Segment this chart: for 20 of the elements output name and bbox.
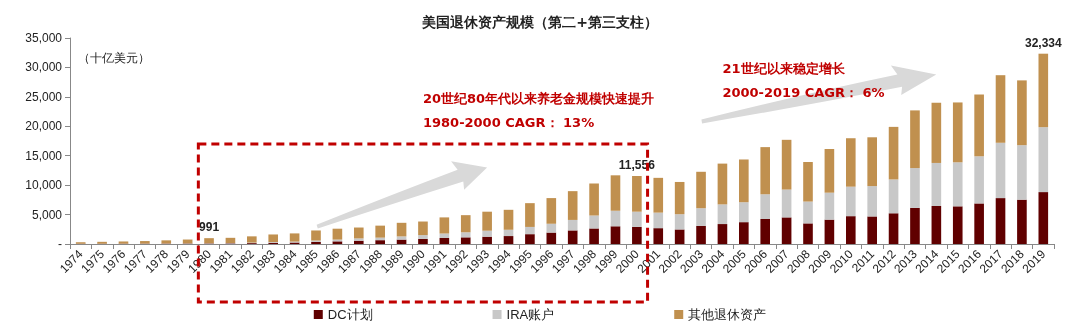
legend-label: 其他退休资产 xyxy=(688,307,767,322)
y-tick-label: 10,000 xyxy=(25,178,63,193)
total-label: 11,556 xyxy=(618,157,656,172)
y-axis-title: （十亿美元） xyxy=(78,51,150,65)
legend-label: DC计划 xyxy=(327,307,373,322)
y-tick-label: 30,000 xyxy=(25,60,63,75)
annotation: 2000-2019 CAGR： 6% xyxy=(722,85,885,101)
y-tick-label: 20,000 xyxy=(25,119,63,134)
y-tick-label: 5,000 xyxy=(31,207,63,222)
y-tick-label: 35,000 xyxy=(25,31,63,45)
y-tick-label: - xyxy=(58,237,62,251)
y-tick-label: 15,000 xyxy=(25,148,63,163)
annotation: 1980-2000 CAGR： 13% xyxy=(422,114,595,130)
total-label: 32,334 xyxy=(1024,35,1062,50)
legend-label: IRA账户 xyxy=(506,307,555,322)
total-label: 991 xyxy=(199,220,220,235)
annotation: 20世纪80年代以来养老金规模快速提升 xyxy=(422,90,655,106)
y-tick-label: 25,000 xyxy=(25,89,63,104)
chart-title: 美国退休资产规模（第二+第三支柱） xyxy=(421,14,658,30)
annotation: 21世纪以来稳定增长 xyxy=(722,61,846,77)
